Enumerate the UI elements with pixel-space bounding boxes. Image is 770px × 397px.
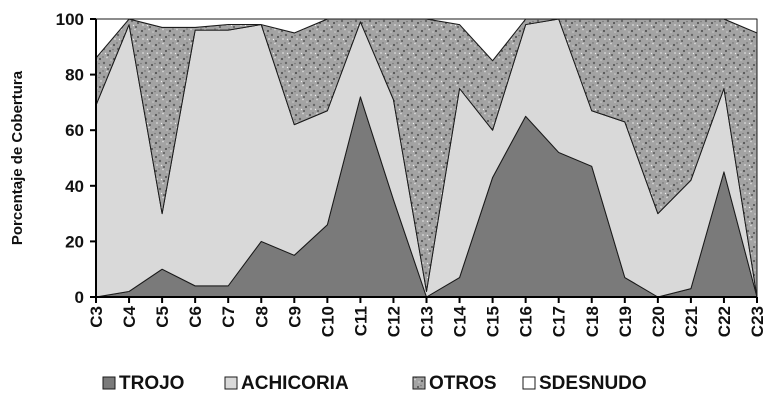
- area-sdesnudo: [95, 18, 758, 62]
- x-tick-label: C14: [451, 305, 470, 337]
- x-tick-label: C22: [715, 306, 734, 337]
- legend-swatch-trojo: [102, 376, 116, 390]
- y-tick-label: 0: [75, 288, 84, 307]
- x-tick-label: C4: [120, 305, 139, 327]
- x-tick-label: C11: [351, 306, 370, 336]
- x-tick-label: C13: [418, 306, 437, 337]
- x-tick-label: C7: [219, 306, 238, 328]
- x-tick-label: C5: [153, 306, 172, 328]
- x-tick-label: C18: [583, 306, 602, 337]
- x-tick-label: C12: [384, 306, 403, 337]
- legend-swatch-achicoria: [224, 376, 238, 390]
- x-tick-label: C19: [616, 306, 635, 337]
- y-tick-label: 60: [65, 121, 84, 140]
- y-axis-label: Porcentaje de Cobertura: [9, 70, 26, 245]
- x-tick-label: C9: [285, 306, 304, 328]
- legend: TROJO ACHICORIA OTROS SDESNUDO: [102, 373, 647, 394]
- x-tick-label: C15: [484, 306, 503, 337]
- y-tick-label: 100: [56, 10, 84, 29]
- x-tick-label: C20: [649, 306, 668, 337]
- legend-swatch-sdesnudo: [522, 376, 536, 390]
- plot-area: [95, 18, 758, 298]
- x-tick-label: C8: [252, 306, 271, 328]
- x-tick-label: C17: [550, 306, 569, 337]
- legend-label-otros: OTROS: [429, 373, 497, 394]
- legend-label-sdesnudo: SDESNUDO: [539, 373, 647, 394]
- x-tick-label: C21: [682, 306, 701, 337]
- x-tick-labels: C3 C4 C5 C6 C7 C8 C9 C10 C11 C12 C13 C14 C15 C16 C17 C1…: [87, 305, 767, 337]
- legend-label-trojo: TROJO: [119, 373, 184, 394]
- y-tick-labels: 0 20 40 60 80 100: [56, 10, 84, 307]
- x-tick-label: C6: [186, 306, 205, 328]
- y-tick-label: 80: [65, 66, 84, 85]
- x-tick-label: C3: [87, 306, 106, 328]
- x-tick-label: C16: [517, 306, 536, 337]
- legend-swatch-otros: [412, 376, 426, 390]
- y-tick-label: 40: [65, 177, 84, 196]
- axes: [90, 18, 758, 303]
- legend-label-achicoria: ACHICORIA: [241, 373, 349, 394]
- y-tick-label: 20: [65, 232, 84, 251]
- x-tick-label: C23: [748, 306, 767, 337]
- x-tick-label: C10: [318, 306, 337, 337]
